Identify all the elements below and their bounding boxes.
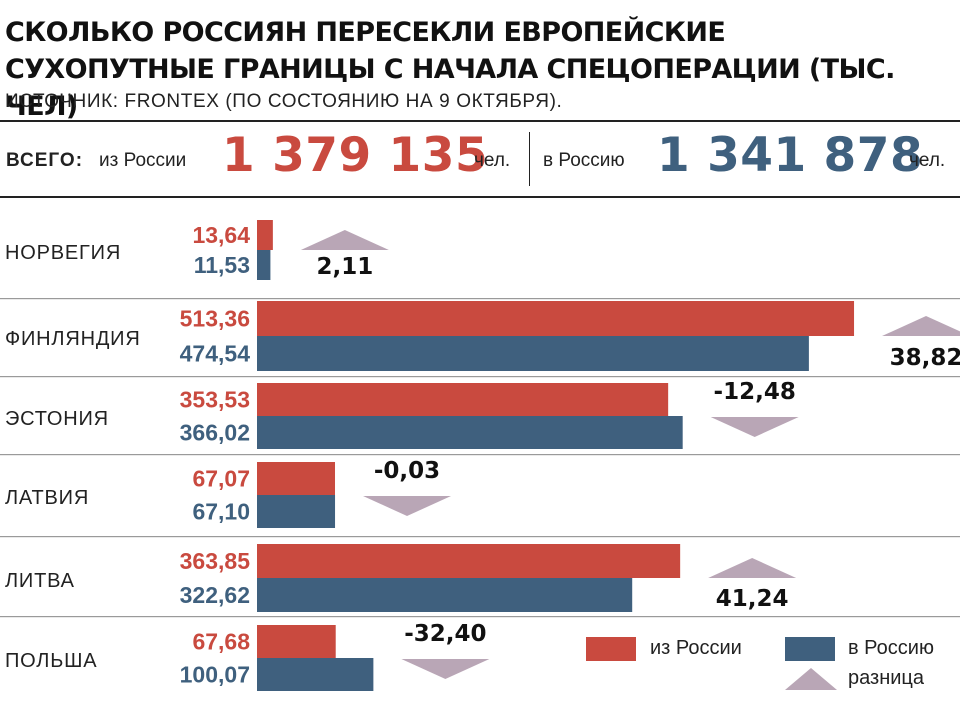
diff-up-triangle-5 <box>708 558 797 578</box>
value-from-5: 363,85 <box>180 548 251 574</box>
totals-from-unit: чел. <box>474 150 511 171</box>
bar-to-6 <box>257 658 374 691</box>
diff-label-1: 2,11 <box>316 254 373 280</box>
country-label-5: ЛИТВА <box>5 570 75 592</box>
country-label-6: ПОЛЬША <box>5 650 97 672</box>
diff-down-triangle-6 <box>401 659 490 679</box>
legend-swatch-to <box>785 637 835 661</box>
bar-from-1 <box>257 220 273 250</box>
totals-to-unit: чел. <box>909 150 946 171</box>
bar-chart: НОРВЕГИЯ 13,64 11,53 2,11 ФИНЛЯНДИЯ 513,36 474… <box>0 220 960 691</box>
diff-label-3: -12,48 <box>714 379 796 405</box>
diff-down-triangle-3 <box>710 417 799 437</box>
bar-from-2 <box>257 301 855 336</box>
country-label-3: ЭСТОНИЯ <box>5 408 109 430</box>
source-note: ИСТОЧНИК: FRONTEX (ПО СОСТОЯНИЮ НА 9 ОКТ… <box>5 91 563 112</box>
totals-to-label: в Россию <box>543 150 625 171</box>
row-separator <box>0 454 960 456</box>
bar-to-2 <box>257 336 809 371</box>
value-to-1: 11,53 <box>194 252 250 278</box>
bar-from-6 <box>257 625 336 658</box>
totals-separator <box>529 132 530 186</box>
value-from-2: 513,36 <box>180 306 250 332</box>
row-separator <box>0 376 960 378</box>
value-from-3: 353,53 <box>180 387 250 413</box>
country-label-1: НОРВЕГИЯ <box>5 242 121 264</box>
value-to-5: 322,62 <box>180 582 250 608</box>
totals-to-value: 1 341 878 <box>657 128 924 183</box>
top-rule <box>0 120 960 122</box>
diff-up-triangle-1 <box>300 230 389 250</box>
row-separator <box>0 298 960 300</box>
value-from-6: 67,68 <box>192 629 250 655</box>
title-line-2: СУХОПУТНЫЕ ГРАНИЦЫ С НАЧАЛА СПЕЦОПЕРАЦИИ… <box>5 54 895 122</box>
bar-to-3 <box>257 416 683 449</box>
bar-from-4 <box>257 462 336 495</box>
value-to-2: 474,54 <box>180 341 251 367</box>
diff-up-triangle-2 <box>882 316 960 336</box>
row-separator <box>0 536 960 538</box>
value-from-1: 13,64 <box>192 222 250 248</box>
bar-to-4 <box>257 495 336 528</box>
totals-bar: ВСЕГО: из России 1 379 135 чел. в Россию… <box>0 122 960 196</box>
country-label-2: ФИНЛЯНДИЯ <box>5 328 141 350</box>
bar-from-3 <box>257 383 669 416</box>
diff-label-4: -0,03 <box>374 458 440 484</box>
legend-triangle-icon <box>785 668 837 690</box>
diff-label-2: 38,82 <box>890 345 960 371</box>
title-line-1: СКОЛЬКО РОССИЯН ПЕРЕСЕКЛИ ЕВРОПЕЙСКИЕ <box>5 17 726 48</box>
value-to-3: 366,02 <box>180 420 250 446</box>
chart-title: СКОЛЬКО РОССИЯН ПЕРЕСЕКЛИ ЕВРОПЕЙСКИЕ СУ… <box>5 14 955 125</box>
legend-swatch-from <box>586 637 636 661</box>
value-to-6: 100,07 <box>180 662 250 688</box>
bar-from-5 <box>257 544 681 578</box>
legend-label-diff: разница <box>848 667 924 689</box>
totals-label: ВСЕГО: <box>6 150 84 171</box>
bar-to-1 <box>257 250 271 280</box>
bar-to-5 <box>257 578 633 612</box>
value-to-4: 67,10 <box>192 499 250 525</box>
totals-bottom-rule <box>0 196 960 198</box>
legend-label-from: из России <box>650 637 742 659</box>
diff-label-5: 41,24 <box>716 586 789 612</box>
totals-from-value: 1 379 135 <box>222 128 489 183</box>
diff-down-triangle-4 <box>363 496 452 516</box>
diff-label-6: -32,40 <box>404 621 486 647</box>
legend-label-to: в Россию <box>848 637 934 659</box>
row-separator <box>0 616 960 618</box>
value-from-4: 67,07 <box>192 466 250 492</box>
country-label-4: ЛАТВИЯ <box>5 487 89 509</box>
totals-from-label: из России <box>99 150 187 171</box>
